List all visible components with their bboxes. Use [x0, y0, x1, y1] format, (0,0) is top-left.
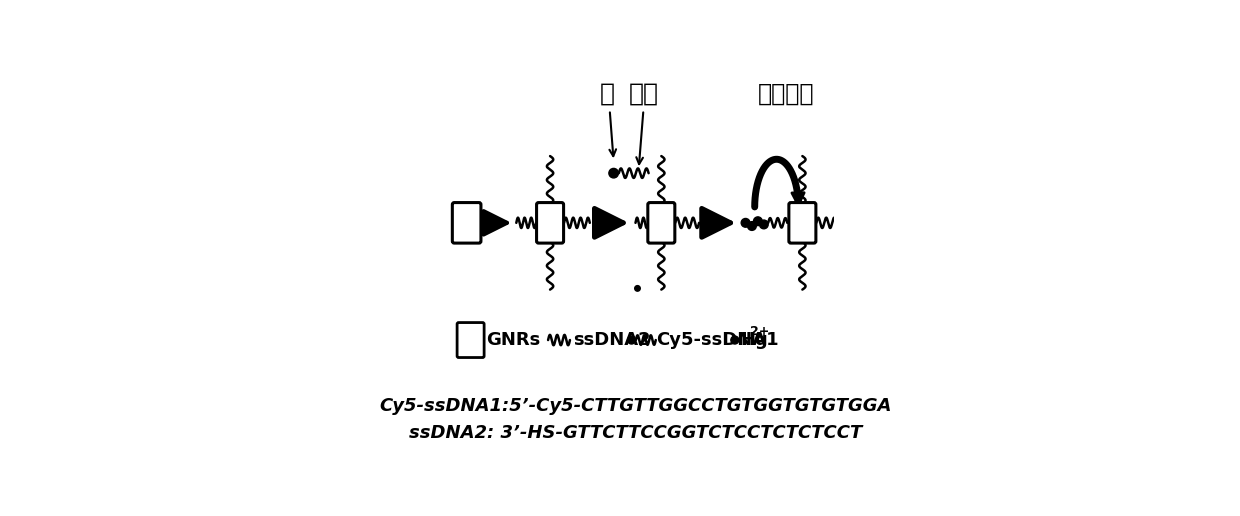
Text: Hg: Hg: [740, 331, 768, 349]
Circle shape: [730, 336, 739, 344]
Text: Cy5-ssDNA1: Cy5-ssDNA1: [656, 331, 779, 349]
Circle shape: [742, 218, 750, 227]
Text: 2+: 2+: [749, 325, 769, 338]
FancyBboxPatch shape: [453, 203, 481, 243]
Circle shape: [754, 217, 763, 225]
FancyBboxPatch shape: [458, 322, 484, 358]
Text: 光: 光: [600, 82, 615, 106]
Circle shape: [748, 222, 756, 230]
FancyBboxPatch shape: [789, 203, 816, 243]
FancyBboxPatch shape: [537, 203, 564, 243]
Text: GNRs: GNRs: [486, 331, 539, 349]
Text: 能量转换: 能量转换: [758, 82, 815, 106]
Circle shape: [609, 168, 619, 178]
Circle shape: [627, 336, 635, 344]
Circle shape: [759, 220, 769, 229]
FancyBboxPatch shape: [647, 203, 675, 243]
Circle shape: [635, 286, 640, 291]
Text: 辐射: 辐射: [629, 82, 658, 106]
Text: ssDNA2: 3’-HS-GTTCTTCCGGTCTCCTCTCTCCT: ssDNA2: 3’-HS-GTTCTTCCGGTCTCCTCTCTCCT: [409, 425, 862, 442]
Text: ssDNA2: ssDNA2: [573, 331, 650, 349]
Text: Cy5-ssDNA1:5’-Cy5-CTTGTTGGCCTGTGGTGTGTGGA: Cy5-ssDNA1:5’-Cy5-CTTGTTGGCCTGTGGTGTGTGG…: [379, 397, 892, 414]
